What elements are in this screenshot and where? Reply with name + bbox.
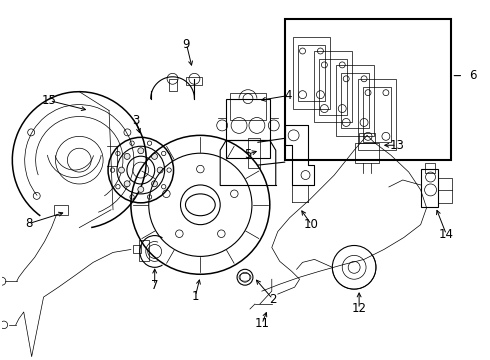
Bar	[319, 59, 347, 114]
Text: 12: 12	[352, 302, 367, 315]
Text: 11: 11	[254, 318, 270, 330]
Text: 10: 10	[304, 218, 319, 231]
Bar	[285, 19, 451, 160]
Bar	[425, 163, 435, 173]
Bar	[315, 51, 352, 122]
Circle shape	[124, 153, 130, 159]
Bar	[297, 45, 325, 100]
Text: 13: 13	[390, 139, 404, 152]
Circle shape	[119, 167, 124, 173]
Bar	[359, 133, 375, 143]
Bar	[230, 93, 266, 121]
Bar	[54, 205, 69, 215]
Bar	[169, 79, 176, 91]
Text: 1: 1	[192, 289, 199, 303]
Text: 9: 9	[183, 37, 190, 50]
Bar	[139, 239, 149, 261]
Circle shape	[151, 153, 157, 159]
Text: 6: 6	[469, 69, 477, 82]
Circle shape	[151, 181, 157, 187]
Text: 8: 8	[25, 217, 32, 230]
Bar	[363, 87, 391, 142]
Circle shape	[157, 167, 163, 173]
Bar	[226, 140, 270, 158]
Bar	[336, 65, 374, 136]
Bar	[133, 246, 141, 253]
Bar	[439, 178, 452, 203]
Bar	[420, 169, 439, 207]
Text: 4: 4	[284, 89, 292, 102]
Text: 7: 7	[151, 279, 158, 292]
Circle shape	[138, 148, 144, 154]
Bar	[358, 79, 396, 150]
Circle shape	[124, 181, 130, 187]
Bar	[293, 37, 330, 109]
Bar	[341, 73, 369, 129]
Text: 14: 14	[439, 228, 454, 241]
Text: 15: 15	[42, 94, 57, 107]
Bar	[248, 138, 260, 168]
Text: 5: 5	[245, 148, 252, 161]
Bar	[226, 99, 270, 140]
Bar	[187, 77, 202, 85]
Bar	[355, 143, 379, 163]
Circle shape	[138, 186, 144, 192]
Text: 2: 2	[269, 293, 276, 306]
Text: 3: 3	[132, 114, 140, 127]
